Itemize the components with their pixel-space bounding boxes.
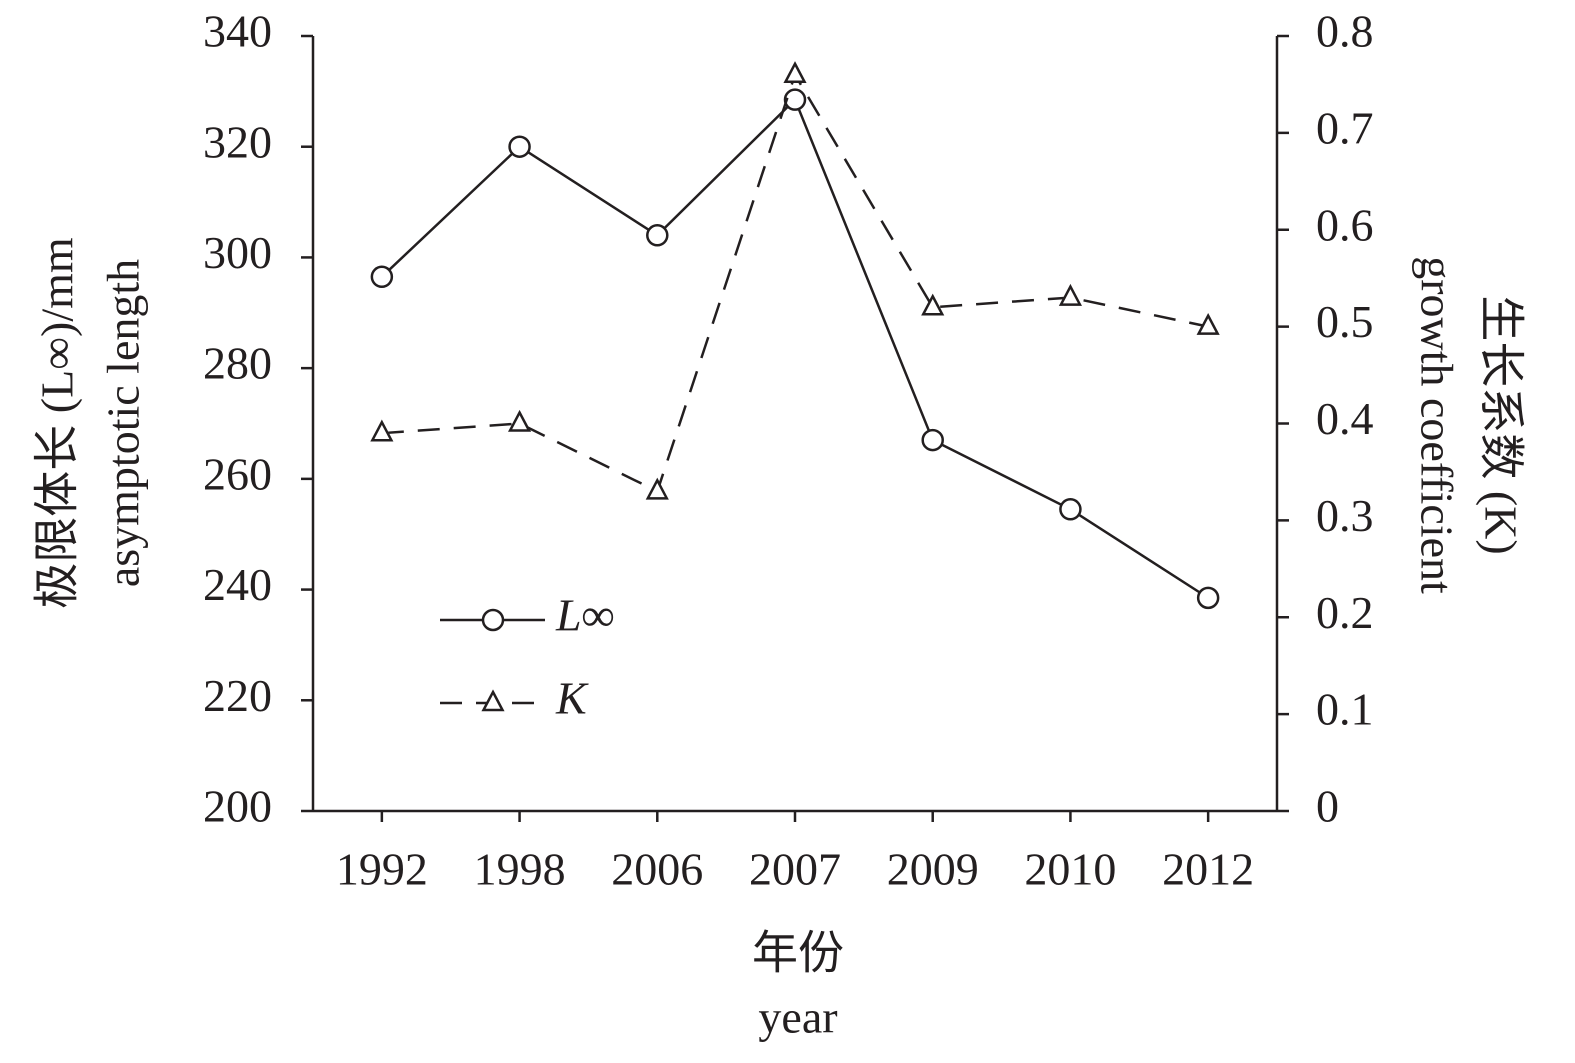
y-tick-label: 280: [203, 338, 272, 389]
y2-tick-label: 0.6: [1316, 199, 1374, 250]
data-point: [1196, 312, 1220, 335]
data-point: [370, 265, 394, 289]
data-point: [783, 61, 807, 83]
data-point: [921, 428, 944, 452]
data-point: [921, 293, 945, 316]
x-tick-label: 2009: [887, 844, 979, 895]
y2-tick-label: 0.5: [1316, 296, 1374, 347]
data-point: [507, 409, 532, 432]
legend-label: L∞: [555, 590, 614, 641]
y2-tick-label: 0.4: [1316, 393, 1374, 444]
x-tick-label: 2006: [611, 844, 703, 895]
x-tick-label: 2010: [1024, 844, 1116, 895]
y2-tick-label: 0: [1316, 781, 1339, 832]
y2-axis-label: growth coefficient: [1411, 256, 1462, 594]
y2-tick-label: 0.2: [1316, 587, 1374, 638]
data-point: [783, 88, 807, 111]
data-point: [1196, 586, 1220, 610]
y2-tick-label: 0.7: [1316, 102, 1374, 153]
data-point: [1059, 498, 1082, 521]
y-tick-label: 320: [203, 116, 272, 167]
x-tick-label: 2007: [749, 844, 841, 895]
data-point: [508, 135, 531, 158]
data-point: [646, 224, 669, 247]
x-tick-label: 1992: [336, 844, 428, 895]
data-point: [370, 419, 394, 442]
y-tick-label: 340: [203, 6, 272, 57]
data-point: [1058, 283, 1083, 306]
series-line: [380, 97, 1209, 599]
y-tick-label: 220: [203, 670, 272, 721]
x-tick-label: 2012: [1162, 844, 1254, 895]
legend-marker: [481, 689, 505, 712]
y-tick-label: 200: [203, 781, 272, 832]
x-axis-label: year: [758, 992, 837, 1043]
legend-label: K: [555, 673, 589, 724]
y2-tick-label: 0.1: [1316, 684, 1374, 735]
legend-marker: [481, 608, 505, 632]
y2-tick-label: 0.8: [1316, 6, 1374, 57]
y-tick-label: 300: [203, 227, 272, 278]
y-tick-label: 260: [203, 448, 272, 499]
y2-axis-label: 生长系数 (K): [1475, 295, 1526, 554]
y-axis-label: 极限体长 (L∞)/mm: [32, 237, 83, 609]
x-tick-label: 1998: [474, 844, 566, 895]
y-tick-label: 240: [203, 559, 272, 610]
y-axis-label: asymptotic length: [98, 259, 149, 587]
x-axis-label: 年份: [752, 928, 844, 979]
data-point: [645, 477, 669, 500]
series-line: [381, 71, 1209, 494]
y2-tick-label: 0.3: [1316, 490, 1374, 541]
